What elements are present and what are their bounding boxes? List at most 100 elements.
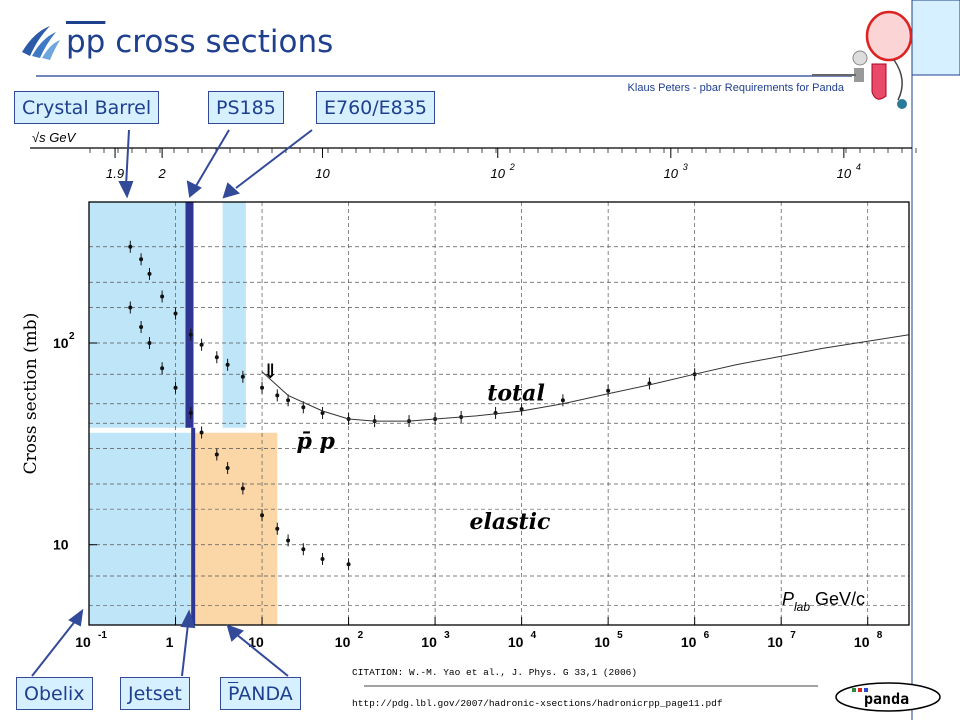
data-point-total (199, 342, 204, 347)
data-point-total (286, 398, 291, 403)
title-prefix: pp (66, 24, 106, 60)
data-point-total (301, 405, 306, 410)
x-tick-exp: 4 (531, 630, 537, 641)
data-point-total (606, 388, 611, 393)
title-rest: cross sections (105, 24, 334, 60)
data-point-total (188, 332, 193, 337)
x-tick-label: 10 (854, 634, 870, 650)
data-point-total (519, 407, 524, 412)
data-point-elastic (260, 513, 265, 518)
data-point-elastic (188, 410, 193, 415)
x-tick-exp: 8 (877, 630, 883, 641)
x-tick-label: 10 (248, 634, 264, 650)
y-tick-exp: 2 (69, 331, 75, 342)
arrow-ps185 (195, 129, 230, 187)
data-point-total (173, 311, 178, 316)
data-point-elastic (240, 486, 245, 491)
x-tick-exp: -1 (98, 630, 107, 641)
data-point-elastic (275, 526, 280, 531)
data-point-elastic (160, 366, 165, 371)
x-tick-label: 10 (421, 634, 437, 650)
region-e760-e835 (222, 202, 246, 428)
series-line-fit (261, 334, 910, 422)
label-crystal-barrel: Crystal Barrel (14, 91, 160, 124)
x-tick-label: 10 (75, 634, 91, 650)
x-tick-label: 1 (166, 634, 174, 650)
annotation-elastic: elastic (470, 509, 552, 535)
annotation-total: total (487, 380, 545, 406)
arrow-obelix (31, 619, 77, 677)
x-tick-label: 10 (508, 634, 524, 650)
page-subtitle: Klaus Peters - pbar Requirements for Pan… (627, 82, 844, 94)
page-title: pp cross sections (66, 24, 333, 60)
data-point-elastic (199, 430, 204, 435)
citation-text: CITATION: W.-M. Yao et al., J. Phys. G 3… (352, 667, 638, 678)
source-url: http://pdg.lbl.gov/2007/hadronic-xsectio… (352, 698, 723, 709)
top-tick-label: 1.9 (106, 166, 124, 181)
arrow-e760 (235, 129, 313, 189)
detector-figure-icon (812, 10, 913, 109)
data-point-elastic (320, 556, 325, 561)
arrow-ps185-head (186, 180, 202, 198)
top-tick-label: 10 (837, 166, 852, 181)
arrow-panda (235, 633, 289, 677)
x-tick-label: 10 (335, 634, 351, 650)
x-tick-label: 10 (681, 634, 697, 650)
top-tick-exp: 4 (856, 162, 861, 172)
arrow-jetset (181, 623, 189, 677)
data-point-total (260, 385, 265, 390)
x-tick-exp: 5 (617, 630, 623, 641)
data-point-elastic (346, 562, 351, 567)
label-e760: E760/E835 (316, 91, 435, 124)
annotation-pp: p̄ p (296, 428, 335, 454)
arrow-crystal-barrel-head (118, 181, 134, 199)
data-point-total (147, 271, 152, 276)
top-tick-exp: 3 (683, 162, 688, 172)
panda-logo-word: panda (864, 690, 909, 708)
top-tick-exp: 2 (509, 162, 515, 172)
top-tick-label: 2 (158, 166, 167, 181)
corner-box (911, 0, 960, 76)
label-panda-bar: P (228, 683, 239, 705)
label-panda: PANDA (220, 677, 301, 710)
x-tick-exp: 3 (444, 630, 450, 641)
data-point-total (320, 410, 325, 415)
logo-swoosh-icon (22, 26, 60, 60)
data-point-total (214, 355, 219, 360)
arrow-crystal-barrel (125, 129, 130, 187)
top-tick-label: 10 (491, 166, 506, 181)
region-obelix (89, 432, 191, 625)
y-tick-label: 10 (53, 335, 69, 351)
panda-logo-icon (835, 682, 941, 712)
top-tick-label: 10 (664, 166, 679, 181)
y-tick-label: 10 (53, 537, 69, 553)
arrow-jetset-head (180, 609, 196, 629)
x-tick-label: 10 (594, 634, 610, 650)
data-point-elastic (139, 325, 144, 330)
data-point-elastic (128, 305, 133, 310)
label-jetset: Jetset (120, 677, 190, 710)
label-arrows (31, 129, 313, 677)
x-axis-label: Plab GeV/c (782, 589, 865, 614)
label-ps185: PS185 (208, 91, 284, 124)
data-point-total (128, 244, 133, 249)
data-point-total (139, 257, 144, 262)
top-axis-label: √s GeV (32, 130, 77, 145)
data-point-total (560, 398, 565, 403)
data-point-total (275, 393, 280, 398)
data-point-elastic (286, 538, 291, 543)
data-point-elastic (301, 547, 306, 552)
data-point-total (240, 374, 245, 379)
annotation-arrow: ⇓ (262, 359, 279, 383)
data-point-total (160, 294, 165, 299)
arrow-obelix-head (68, 608, 84, 627)
data-point-elastic (225, 466, 230, 471)
data-point-elastic (147, 341, 152, 345)
region-panda (190, 432, 278, 625)
arrow-panda-head (226, 624, 244, 642)
x-tick-exp: 6 (704, 630, 710, 641)
top-tick-label: 10 (315, 166, 330, 181)
label-panda-rest: ANDA (238, 683, 293, 705)
